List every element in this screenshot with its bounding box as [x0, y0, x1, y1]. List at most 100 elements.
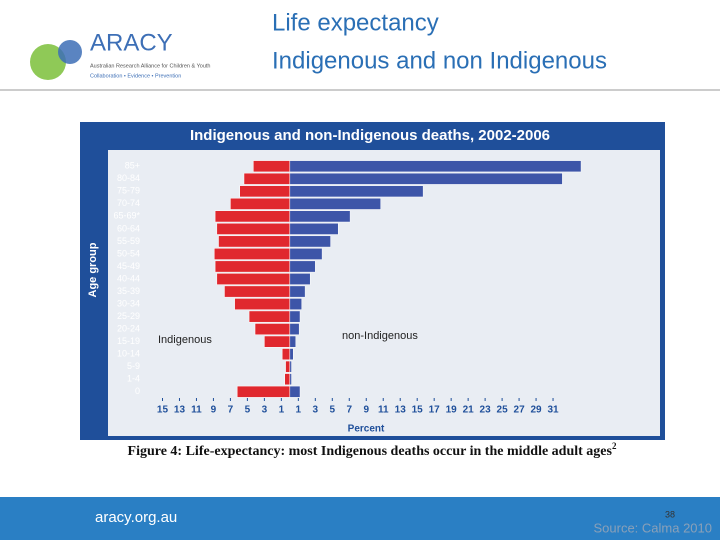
bar: [289, 335, 297, 348]
x-tick-label: 29: [530, 405, 542, 416]
x-tick-label: 5: [245, 405, 251, 416]
caption-text: Figure 4: Life-expectancy: most Indigeno…: [128, 444, 613, 459]
bar: [289, 160, 582, 173]
y-tick-label: 50-54: [117, 248, 140, 258]
x-tick-label: 3: [313, 405, 319, 416]
bar: [224, 285, 291, 298]
series-label: Indigenous: [158, 334, 212, 346]
figure-caption: Figure 4: Life-expectancy: most Indigeno…: [128, 441, 617, 459]
plot-area: [108, 150, 660, 436]
bar: [216, 223, 291, 235]
bar: [234, 298, 291, 310]
bar: [264, 335, 291, 348]
x-tick-label: 3: [262, 405, 268, 416]
bar: [239, 185, 291, 198]
bar: [289, 235, 331, 248]
y-tick-label: 70-74: [117, 198, 140, 208]
x-tick-label: 11: [378, 405, 389, 416]
bar: [289, 273, 311, 285]
bar: [289, 348, 294, 361]
bar: [281, 348, 291, 361]
x-tick-label: 21: [463, 405, 475, 416]
x-tick-label: 19: [446, 405, 458, 416]
bar: [289, 223, 339, 235]
slide-title: Life expectancy: [272, 9, 439, 36]
bar: [289, 210, 351, 223]
y-tick-label: 1-4: [127, 374, 140, 384]
x-tick-label: 25: [497, 405, 509, 416]
x-tick-label: 9: [211, 405, 217, 416]
bar: [216, 273, 291, 285]
y-tick-label: 0: [135, 386, 140, 396]
bar: [254, 323, 291, 335]
x-tick-label: 7: [346, 405, 352, 416]
x-tick-label: 7: [228, 405, 234, 416]
chart-title: Indigenous and non-Indigenous deaths, 20…: [190, 127, 550, 144]
bar: [289, 360, 292, 373]
bar: [289, 323, 300, 335]
x-tick-label: 15: [157, 405, 169, 416]
x-tick-label: 17: [429, 405, 441, 416]
bar: [289, 172, 563, 185]
bar: [289, 185, 424, 198]
x-tick-label: 13: [395, 405, 407, 416]
footer-bar: [0, 497, 720, 540]
x-tick-label: 9: [363, 405, 369, 416]
y-tick-label: 40-44: [117, 273, 140, 283]
bar: [253, 160, 291, 173]
y-tick-label: 30-34: [117, 298, 140, 308]
logo-tagline: Collaboration • Evidence • Prevention: [90, 73, 181, 79]
logo-mark: [30, 44, 66, 80]
x-tick-label: 5: [330, 405, 336, 416]
bar: [214, 210, 291, 223]
y-tick-label: 5-9: [127, 361, 140, 371]
x-tick-label: 13: [174, 405, 186, 416]
x-tick-label: 1: [279, 405, 285, 416]
bar: [289, 298, 302, 310]
y-tick-label: 75-79: [117, 186, 140, 196]
bar: [289, 385, 301, 398]
bar: [289, 310, 301, 323]
logo-text: ARACY: [90, 29, 173, 56]
y-tick-label: 45-49: [117, 261, 140, 271]
x-tick-label: 23: [480, 405, 492, 416]
bar: [289, 248, 323, 260]
bar: [289, 260, 316, 273]
y-tick-label: 55-59: [117, 236, 140, 246]
y-tick-label: 20-24: [117, 323, 140, 333]
y-tick-label: 25-29: [117, 311, 140, 321]
bar: [214, 260, 291, 273]
x-tick-label: 11: [191, 405, 202, 416]
bar: [284, 373, 291, 386]
bar: [289, 197, 381, 210]
bar: [289, 373, 292, 386]
x-tick-label: 1: [296, 405, 302, 416]
bar: [285, 360, 291, 373]
x-axis-label: Percent: [348, 424, 385, 435]
caption-superscript: 2: [612, 441, 617, 451]
bar: [248, 310, 291, 323]
bar: [236, 385, 291, 398]
source-note: Source: Calma 2010: [593, 520, 712, 535]
logo-subtitle: Australian Research Alliance for Childre…: [90, 63, 210, 69]
page-number: 38: [665, 509, 675, 519]
bar: [214, 248, 291, 260]
bar: [243, 172, 291, 185]
x-tick-label: 27: [514, 405, 526, 416]
y-axis-label: Age group: [87, 242, 99, 297]
x-tick-label: 31: [547, 405, 559, 416]
y-tick-label: 85+: [125, 161, 140, 171]
bar: [230, 197, 291, 210]
footer-url: aracy.org.au: [95, 509, 177, 526]
y-tick-label: 35-39: [117, 286, 140, 296]
y-tick-label: 65-69*: [113, 211, 140, 221]
x-tick-label: 15: [412, 405, 424, 416]
slide-title: Indigenous and non Indigenous: [272, 47, 607, 74]
y-tick-label: 60-64: [117, 223, 140, 233]
y-tick-label: 15-19: [117, 336, 140, 346]
logo-mark: [58, 40, 82, 64]
y-tick-label: 80-84: [117, 173, 140, 183]
bar: [289, 285, 306, 298]
bar: [218, 235, 291, 248]
